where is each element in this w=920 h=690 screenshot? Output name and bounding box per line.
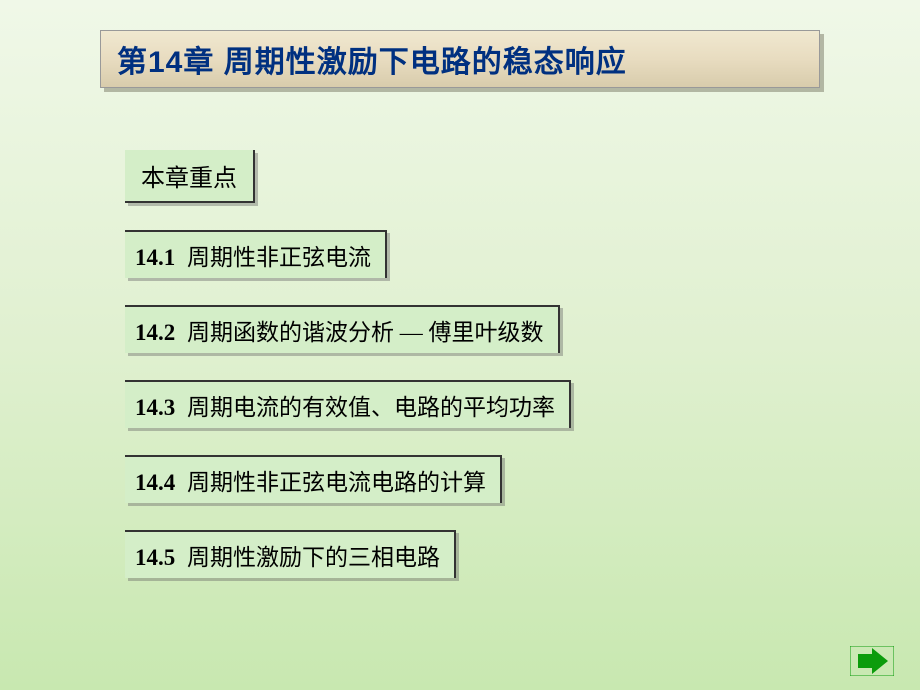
next-button[interactable]: [850, 646, 894, 676]
section-item-4[interactable]: 14.4 周期性非正弦电流电路的计算: [125, 455, 502, 503]
section-item-1[interactable]: 14.1 周期性非正弦电流: [125, 230, 387, 278]
section-text: 周期性非正弦电流电路的计算: [187, 470, 486, 495]
section-number: 14.2: [135, 320, 175, 345]
chapter-title-bar: 第14章 周期性激励下电路的稳态响应: [100, 30, 820, 88]
section-text: 周期性激励下的三相电路: [187, 545, 440, 570]
section-number: 14.3: [135, 395, 175, 420]
keypoint-label: 本章重点: [141, 166, 237, 192]
keypoint-box[interactable]: 本章重点: [125, 150, 255, 203]
section-number: 14.4: [135, 470, 175, 495]
section-item-3[interactable]: 14.3 周期电流的有效值、电路的平均功率: [125, 380, 571, 428]
section-text: 周期电流的有效值、电路的平均功率: [187, 395, 555, 420]
chapter-title: 第14章 周期性激励下电路的稳态响应: [117, 37, 627, 81]
section-text: 周期性非正弦电流: [187, 245, 371, 270]
section-text: 周期函数的谐波分析 — 傅里叶级数: [187, 320, 544, 345]
section-item-2[interactable]: 14.2 周期函数的谐波分析 — 傅里叶级数: [125, 305, 560, 353]
section-item-5[interactable]: 14.5 周期性激励下的三相电路: [125, 530, 456, 578]
section-number: 14.1: [135, 245, 175, 270]
section-number: 14.5: [135, 545, 175, 570]
